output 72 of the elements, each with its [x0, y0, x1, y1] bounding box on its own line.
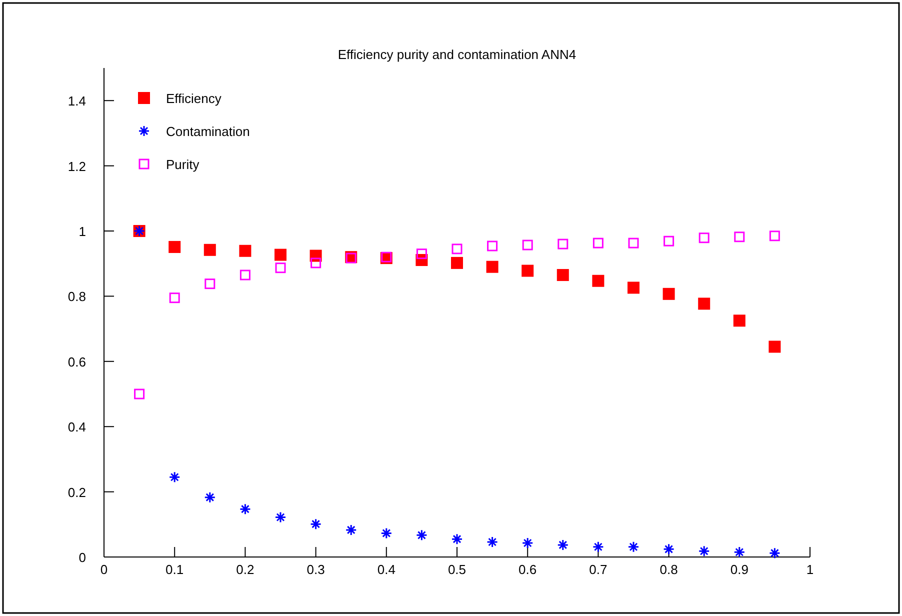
point: [734, 232, 745, 242]
point: [733, 314, 746, 327]
x-tick-label: 0: [100, 562, 108, 577]
point: [486, 536, 498, 548]
point: [556, 269, 569, 282]
point: [274, 511, 286, 523]
x-tick-label: 0.7: [589, 562, 608, 577]
y-tick-label: 1.4: [68, 94, 86, 109]
point: [768, 340, 781, 353]
x-tick-label: 0.8: [660, 562, 678, 577]
point: [628, 282, 640, 294]
point: [522, 537, 534, 549]
point: [134, 388, 145, 400]
point: [663, 543, 675, 555]
chart-title: Efficiency purity and contamination ANN4: [338, 47, 576, 62]
point: [628, 541, 640, 553]
point: [628, 238, 639, 248]
point: [239, 503, 251, 515]
point: [240, 270, 250, 280]
point: [345, 524, 357, 536]
point: [416, 529, 428, 541]
x-tick-label: 0.6: [518, 562, 537, 577]
point: [168, 240, 181, 253]
y-tick-label: 1: [78, 224, 86, 239]
point: [486, 260, 498, 273]
point: [451, 533, 463, 545]
point: [274, 248, 286, 261]
point: [416, 248, 427, 260]
point: [310, 518, 322, 530]
point: [662, 288, 675, 300]
legend-label: Contamination: [166, 124, 250, 139]
point: [664, 236, 674, 246]
point: [310, 258, 322, 268]
point: [275, 262, 286, 274]
y-tick-label: 0: [78, 550, 86, 565]
point: [592, 541, 604, 553]
point: [558, 238, 568, 250]
legend-label: Efficiency: [166, 91, 222, 106]
x-tick-label: 0.3: [306, 562, 325, 577]
y-tick-label: 0.4: [68, 420, 86, 435]
point: [592, 274, 604, 287]
point: [522, 264, 534, 277]
x-tick-label: 0.9: [730, 562, 748, 577]
x-tick-label: 0.5: [448, 562, 466, 577]
y-tick-label: 0.6: [68, 354, 86, 370]
point: [522, 240, 533, 250]
point: [452, 244, 462, 254]
x-tick-label: 1: [806, 562, 814, 577]
point: [204, 278, 216, 290]
point: [557, 539, 569, 551]
point: [698, 545, 710, 557]
point: [169, 292, 180, 304]
point: [768, 547, 780, 559]
x-tick-label: 0.1: [166, 562, 184, 577]
x-tick-label: 0.2: [236, 562, 254, 577]
point: [239, 244, 252, 257]
point: [204, 244, 216, 256]
point: [698, 298, 710, 310]
legend-label: Purity: [166, 157, 200, 172]
point: [380, 527, 392, 539]
point: [734, 546, 746, 558]
point: [168, 471, 180, 483]
x-tick-label: 0.4: [377, 562, 396, 577]
point: [204, 492, 216, 504]
y-tick-label: 0.2: [68, 484, 86, 500]
point: [769, 230, 780, 242]
point: [592, 238, 604, 248]
y-tick-label: 1.2: [68, 158, 86, 174]
y-tick-label: 0.8: [68, 289, 86, 304]
point: [698, 232, 710, 244]
point: [451, 256, 463, 269]
point: [487, 240, 498, 252]
